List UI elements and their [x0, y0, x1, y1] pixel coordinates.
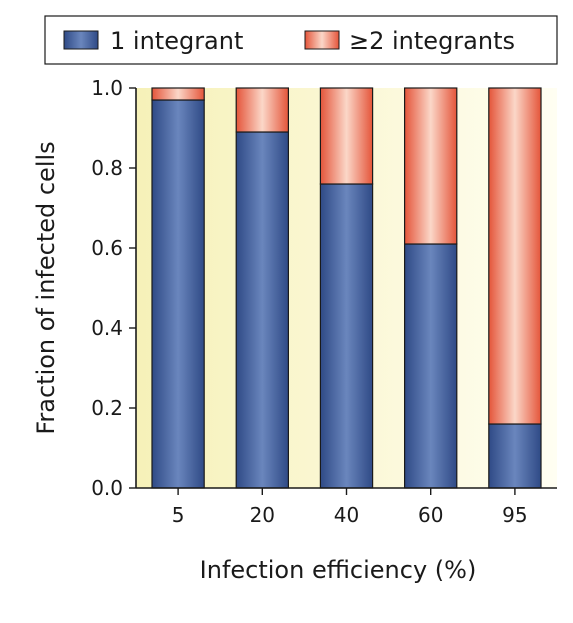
y-tick-label: 0.4	[91, 316, 123, 340]
x-tick-label: 40	[334, 503, 359, 527]
x-tick-label: 60	[418, 503, 443, 527]
y-tick-label: 1.0	[91, 76, 123, 100]
x-tick-label: 20	[250, 503, 275, 527]
x-axis-title: Infection efficiency (%)	[200, 556, 477, 584]
y-axis-title: Fraction of infected cells	[32, 141, 60, 434]
bars-layer	[151, 87, 542, 489]
bar-segment-multi-40	[319, 87, 374, 185]
legend-label-2-integrants: ≥2 integrants	[349, 27, 515, 55]
bar-segment-multi-95	[488, 87, 542, 425]
y-tick-label: 0.8	[91, 156, 123, 180]
x-tick-label: 5	[172, 503, 185, 527]
bar-segment-multi-5	[151, 87, 205, 101]
legend-swatch-1-integrant	[63, 30, 99, 50]
bar-segment-multi-20	[235, 87, 290, 133]
y-tick-label: 0.2	[91, 396, 123, 420]
y-tick-label: 0.0	[91, 476, 123, 500]
legend-swatch-2-integrants	[304, 30, 340, 50]
legend-box	[44, 15, 558, 65]
legend-label-1-integrant: 1 integrant	[110, 27, 243, 55]
bar-segment-single-60	[403, 243, 458, 489]
bar-segment-single-20	[235, 131, 290, 489]
bar-segment-single-95	[488, 423, 542, 489]
y-tick-label: 0.6	[91, 236, 123, 260]
bar-segment-single-5	[151, 99, 205, 489]
y-ticks: 0.0 0.2 0.4 0.6 0.8 1.0	[91, 76, 136, 500]
bar-segment-single-40	[319, 183, 374, 489]
x-tick-label: 95	[502, 503, 527, 527]
x-ticks: 5 20 40 60 95	[172, 488, 528, 527]
legend: 1 integrant ≥2 integrants	[44, 15, 558, 65]
bar-segment-multi-60	[403, 87, 458, 245]
